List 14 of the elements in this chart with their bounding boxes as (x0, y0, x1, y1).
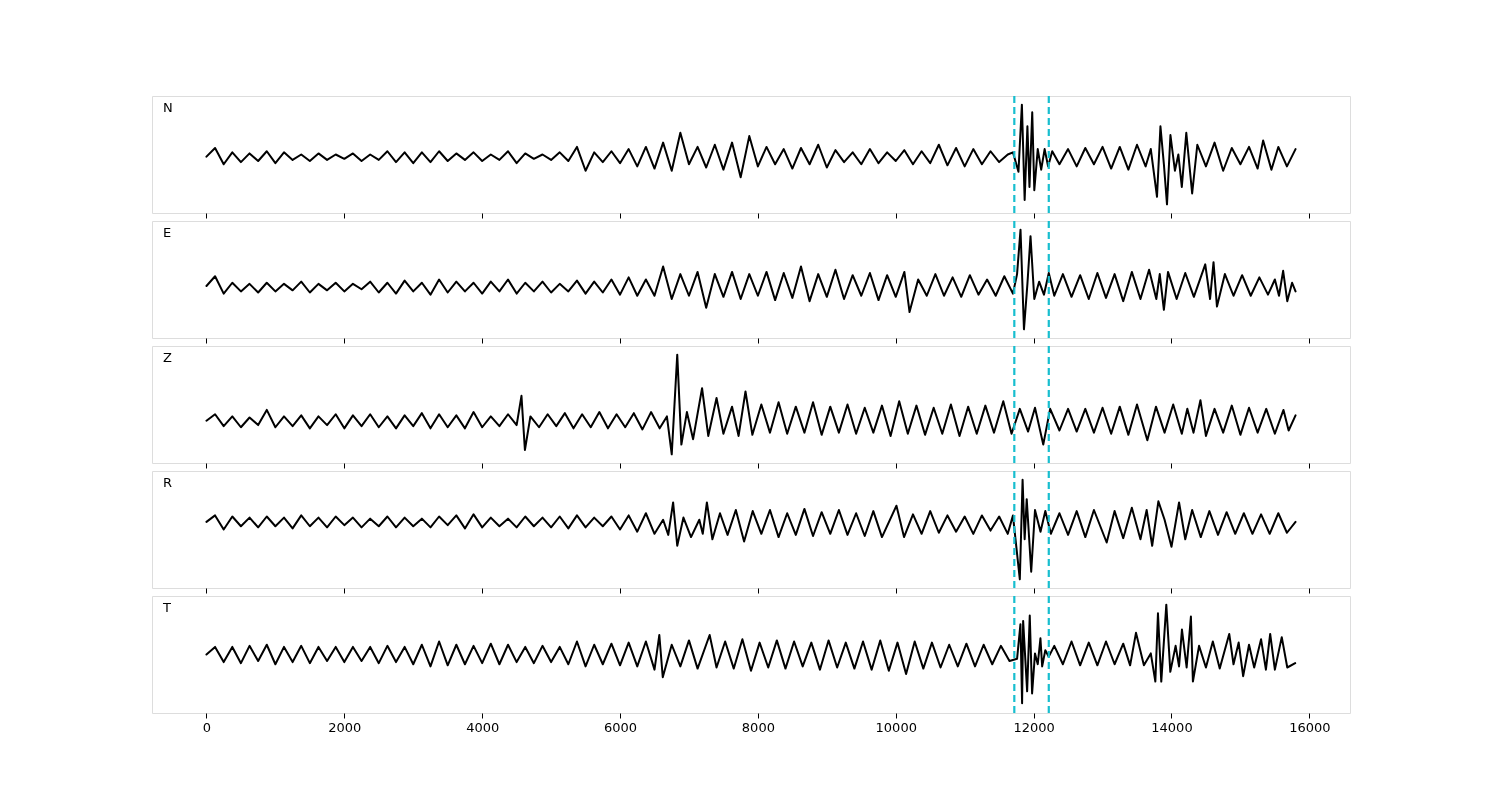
x-tick-label: 0 (202, 719, 212, 735)
x-tick-label: 14000 (1151, 719, 1193, 735)
x-tick-label: 12000 (1013, 719, 1055, 735)
x-tick-label: 4000 (466, 719, 500, 735)
x-tick-label: 2000 (328, 719, 362, 735)
x-tick-label: 10000 (875, 719, 917, 735)
x-tick-label: 6000 (603, 719, 638, 735)
annotation: R (163, 475, 173, 490)
x-tick-label: 8000 (741, 719, 775, 735)
annotation: T (162, 600, 171, 615)
x-tick-label: 16000 (1289, 719, 1331, 735)
annotation: E (163, 225, 172, 240)
annotation: Z (163, 350, 172, 365)
annotation: N (163, 100, 173, 115)
